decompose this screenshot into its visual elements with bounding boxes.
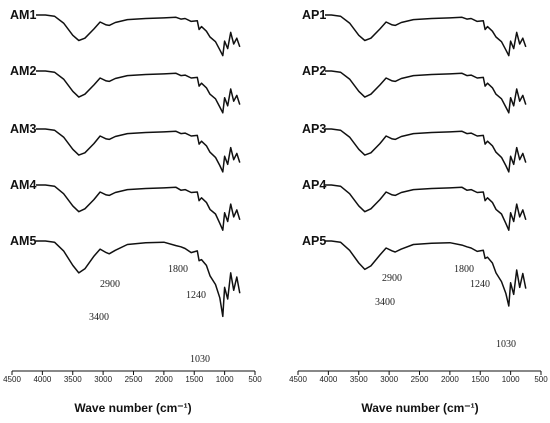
sample-label-ap3: AP3 [302, 122, 326, 136]
spectrum-line-am2 [36, 70, 241, 114]
x-axis-title-right: Wave number (cm⁻¹) [361, 401, 478, 415]
peak-label-3400: 3400 [89, 312, 109, 323]
peak-label-2900: 2900 [382, 273, 402, 284]
spectrum-line-ap4 [325, 184, 527, 231]
spectrum-line-am3 [36, 128, 241, 173]
x-tick-label: 4000 [33, 375, 51, 384]
x-tick-label: 2000 [155, 375, 173, 384]
sample-label-ap2: AP2 [302, 64, 326, 78]
spectrum-line-ap5 [325, 240, 527, 307]
peak-label-1030: 1030 [496, 339, 516, 350]
sample-label-ap4: AP4 [302, 178, 326, 192]
x-tick-label: 4500 [289, 375, 307, 384]
x-tick-label: 1000 [216, 375, 234, 384]
peak-label-1240: 1240 [470, 279, 490, 290]
sample-label-am2: AM2 [10, 64, 36, 78]
sample-label-ap5: AP5 [302, 234, 326, 248]
spectrum-line-am1 [36, 14, 241, 57]
sample-label-ap1: AP1 [302, 8, 326, 22]
x-tick-label: 2500 [125, 375, 143, 384]
x-tick-label: 3000 [380, 375, 398, 384]
left-panel: Wave number (cm⁻¹) 4500 4000 3500 3000 2500 2… [3, 8, 262, 415]
x-tick-label: 4000 [319, 375, 337, 384]
x-tick-label: 2000 [441, 375, 459, 384]
peak-label-3400: 3400 [375, 297, 395, 308]
peak-label-1030: 1030 [190, 354, 210, 365]
peak-label-1240: 1240 [186, 290, 206, 301]
x-tick-label: 3500 [350, 375, 368, 384]
spectrum-line-am4 [36, 184, 241, 231]
x-tick-label: 500 [248, 375, 262, 384]
sample-label-am1: AM1 [10, 8, 36, 22]
spectrum-line-am5 [36, 240, 241, 318]
spectrum-line-ap2 [325, 70, 527, 114]
right-panel: Wave number (cm⁻¹) 4500 4000 3500 3000 2500 2… [289, 8, 548, 415]
sample-label-am4: AM4 [10, 178, 36, 192]
x-tick-label: 1500 [471, 375, 489, 384]
x-tick-label: 1500 [185, 375, 203, 384]
x-tick-label: 3500 [64, 375, 82, 384]
x-tick-label: 4500 [3, 375, 21, 384]
x-tick-label: 2500 [411, 375, 429, 384]
x-tick-label: 3000 [94, 375, 112, 384]
sample-label-am3: AM3 [10, 122, 36, 136]
spectrum-line-ap3 [325, 128, 527, 173]
x-tick-label: 500 [534, 375, 548, 384]
peak-label-1800: 1800 [454, 264, 474, 275]
x-axis-title-left: Wave number (cm⁻¹) [74, 401, 191, 415]
x-tick-label: 1000 [502, 375, 520, 384]
spectrum-line-ap1 [325, 14, 527, 57]
peak-label-1800: 1800 [168, 264, 188, 275]
peak-label-2900: 2900 [100, 279, 120, 290]
sample-label-am5: AM5 [10, 234, 36, 248]
